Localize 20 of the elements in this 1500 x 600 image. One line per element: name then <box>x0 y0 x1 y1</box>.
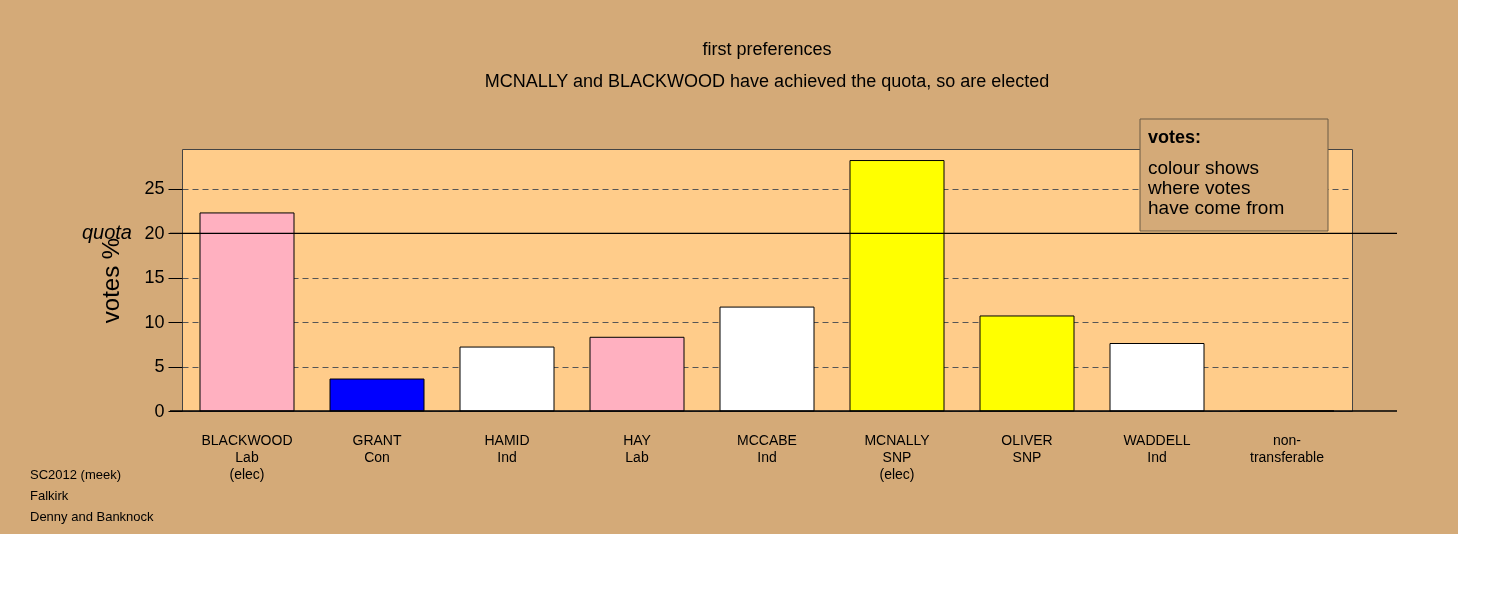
x-tick-label: MCCABE Ind <box>737 431 797 465</box>
y-tick-label: 5 <box>154 356 165 377</box>
x-tick-label: GRANT Con <box>352 431 402 465</box>
x-tick-label: HAY Lab <box>623 431 652 465</box>
legend-title: votes: <box>1148 127 1202 147</box>
x-tick-label: MCNALLY SNP (elec) <box>864 431 931 482</box>
annotation: colour shows where votes have come from <box>1147 157 1285 218</box>
x-tick-label: non- transferable <box>1250 431 1325 465</box>
x-tick-label: BLACKWOOD Lab (elec) <box>201 431 293 482</box>
x-tick-label: HAMID Ind <box>484 431 530 465</box>
y-tick-label: 15 <box>144 267 165 288</box>
y-tick-label: 20 <box>144 222 165 243</box>
y-tick-label: 0 <box>154 400 165 421</box>
y-tick-label: 10 <box>144 311 165 332</box>
chart-title: first preferences <box>702 38 832 59</box>
text: SC2012 (meek) Falkirk Denny and Banknock <box>30 467 155 524</box>
x-tick-label: WADDELL Ind <box>1123 431 1191 465</box>
x-tick-label: OLIVER SNP <box>1001 431 1053 465</box>
chart-subtitle: MCNALLY and BLACKWOOD have achieved the quota, so are elected <box>484 70 1050 91</box>
y-tick-label: 25 <box>144 178 165 199</box>
